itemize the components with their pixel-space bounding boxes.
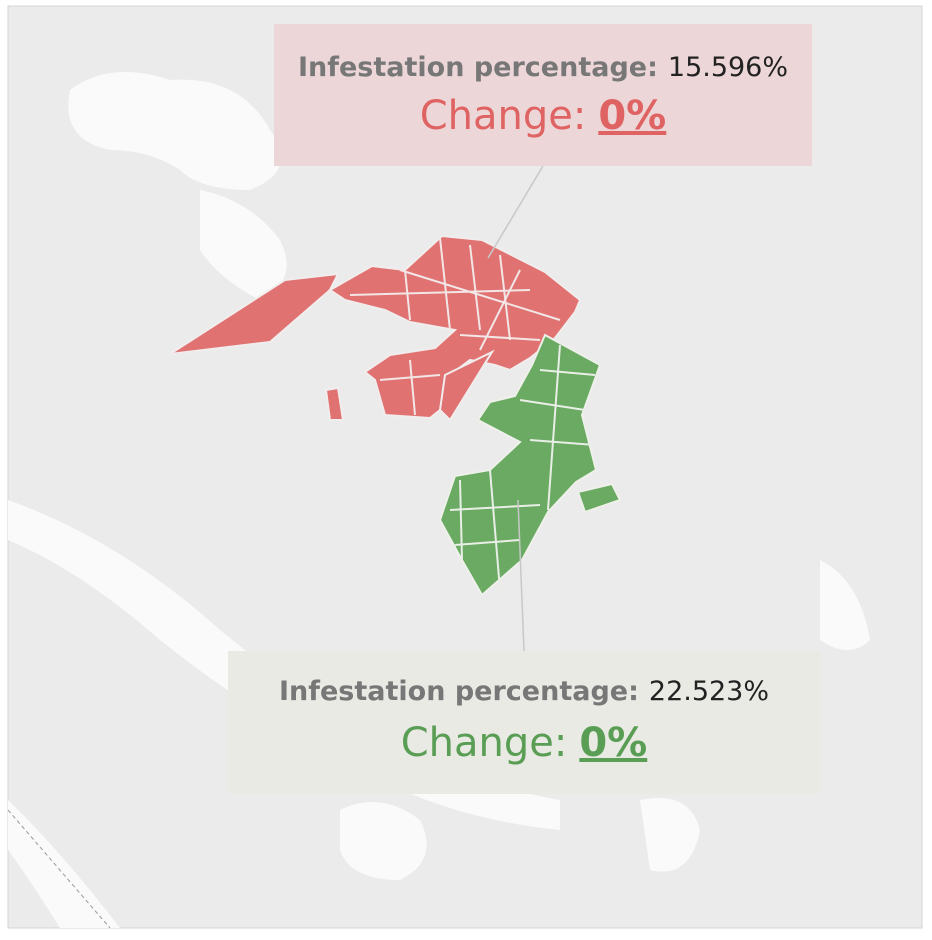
green-parcels xyxy=(438,333,622,597)
change-value: 0% xyxy=(579,720,647,766)
road xyxy=(7,809,111,929)
leader-line xyxy=(487,165,544,259)
change-value: 0% xyxy=(598,93,666,139)
label: Infestation percentage: xyxy=(298,52,658,83)
label: Infestation percentage: xyxy=(279,676,639,707)
annotation-box xyxy=(228,651,820,794)
infestation-line: Infestation percentage: 15.596% xyxy=(298,52,788,83)
annotation-box xyxy=(274,24,812,166)
value: 22.523% xyxy=(649,676,769,707)
infestation-line: Infestation percentage: 22.523% xyxy=(279,676,769,707)
change-line: Change: 0% xyxy=(401,720,648,766)
annotation-red: Infestation percentage: 15.596% Change: 0% xyxy=(274,24,812,166)
value: 15.596% xyxy=(668,52,788,83)
change-label: Change: xyxy=(401,720,568,766)
leader-line xyxy=(517,499,525,652)
change-label: Change: xyxy=(420,93,587,139)
red-parcels xyxy=(169,234,582,422)
green-parcel-borders xyxy=(449,344,596,591)
water xyxy=(8,72,870,928)
red-parcel-borders xyxy=(349,237,561,416)
annotation-green: Infestation percentage: 22.523% Change: 0% xyxy=(228,651,820,794)
change-line: Change: 0% xyxy=(420,93,667,139)
